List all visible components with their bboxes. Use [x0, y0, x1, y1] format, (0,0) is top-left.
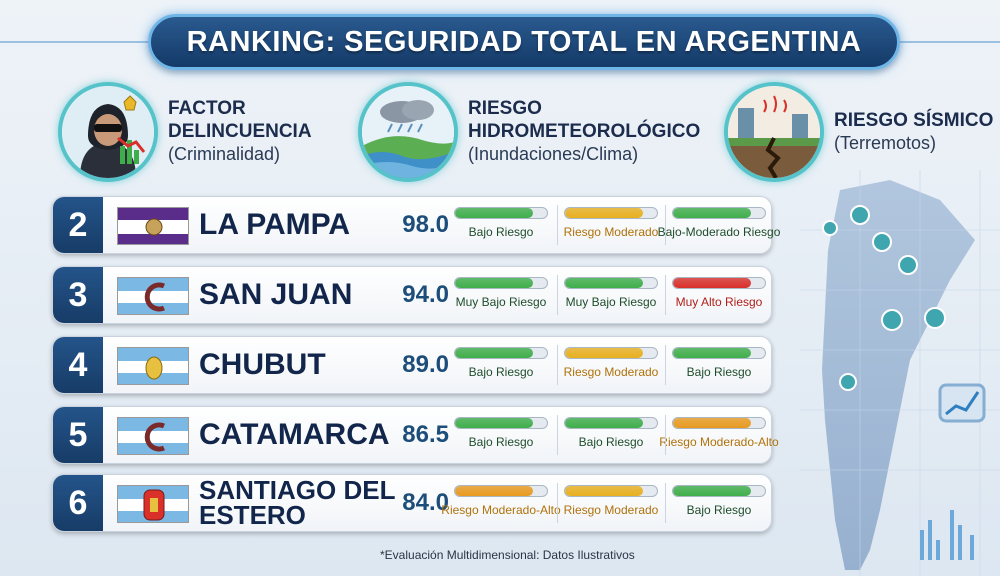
- title-line-right: [900, 41, 1000, 43]
- column-divider: [665, 415, 666, 455]
- risk-bar: [564, 485, 658, 497]
- risk-label: Riesgo Moderado: [563, 365, 659, 379]
- risk-bar: [454, 485, 548, 497]
- risk-seismic: Riesgo Moderado-Alto: [659, 413, 779, 459]
- province-name: LA PAMPA: [199, 207, 351, 241]
- rank-number: 3: [53, 267, 103, 323]
- column-divider: [665, 275, 666, 315]
- risk-seismic: Bajo-Moderado Riesgo: [658, 203, 780, 249]
- risk-label: Bajo Riesgo: [468, 365, 534, 379]
- title-line-left: [0, 41, 148, 43]
- risk-label: Muy Bajo Riesgo: [455, 295, 547, 309]
- total-score: 84.0: [402, 489, 449, 516]
- risk-bar: [672, 277, 766, 289]
- risk-label: Riesgo Moderado: [563, 503, 659, 517]
- criminal-icon: [58, 82, 158, 182]
- risk-bar: [564, 277, 658, 289]
- risk-bar: [672, 485, 766, 497]
- ranking-row: 4 CHUBUT 89.0 Bajo Riesgo Riesgo Moderado Baj…: [52, 336, 772, 394]
- risk-label: Bajo Riesgo: [468, 225, 534, 239]
- total-score: 86.5: [402, 421, 449, 448]
- risk-label: Bajo Riesgo: [686, 365, 752, 379]
- category-crime: FACTOR DELINCUENCIA (Criminalidad): [58, 82, 328, 182]
- risk-label: Riesgo Moderado-Alto: [441, 503, 561, 517]
- risk-hydro: Riesgo Moderado: [561, 481, 661, 527]
- ranking-row: 5 CATAMARCA 86.5 Bajo Riesgo Bajo Riesgo Ries…: [52, 406, 779, 464]
- risk-crime: Bajo Riesgo: [451, 343, 551, 389]
- column-divider: [557, 483, 558, 523]
- risk-bar: [672, 417, 766, 429]
- rank-number: 4: [53, 337, 103, 393]
- province-flag-icon: [117, 417, 189, 455]
- flood-icon: [358, 82, 458, 182]
- argentina-map-icon: [800, 170, 1000, 576]
- risk-bar: [564, 417, 658, 429]
- risk-label: Bajo-Moderado Riesgo: [657, 225, 781, 239]
- risk-bar: [564, 347, 658, 359]
- risk-bar: [454, 277, 548, 289]
- risk-seismic: Bajo Riesgo: [669, 343, 769, 389]
- province-flag-icon: [117, 347, 189, 385]
- column-divider: [557, 275, 558, 315]
- province-name: SAN JUAN: [199, 277, 353, 311]
- risk-bar: [672, 207, 766, 219]
- column-divider: [665, 345, 666, 385]
- title-banner: RANKING: SEGURIDAD TOTAL EN ARGENTINA: [148, 14, 900, 70]
- risk-label: Bajo Riesgo: [578, 435, 644, 449]
- risk-label: Muy Bajo Riesgo: [565, 295, 657, 309]
- risk-hydro: Riesgo Moderado: [561, 343, 661, 389]
- province-flag-icon: [117, 207, 189, 245]
- category-title: RIESGO HIDROMETEOROLÓGICO: [468, 98, 701, 143]
- province-flag-icon: [117, 485, 189, 523]
- ranking-row: 6 SANTIAGO DEL ESTERO 84.0 Riesgo Moderado-…: [52, 474, 772, 532]
- category-subtitle: (Terremotos): [834, 132, 937, 153]
- risk-crime: Riesgo Moderado-Alto: [441, 481, 561, 527]
- province-name: CHUBUT: [199, 347, 326, 381]
- column-divider: [665, 483, 666, 523]
- province-name: SANTIAGO DEL ESTERO: [199, 475, 395, 530]
- risk-label: Muy Alto Riesgo: [675, 295, 763, 309]
- risk-label: Bajo Riesgo: [686, 503, 752, 517]
- total-score: 98.0: [402, 211, 449, 238]
- risk-bar: [454, 347, 548, 359]
- page-title: RANKING: SEGURIDAD TOTAL EN ARGENTINA: [186, 25, 862, 58]
- risk-label: Riesgo Moderado-Alto: [659, 435, 779, 449]
- category-subtitle: (Inundaciones/Clima): [468, 144, 639, 164]
- total-score: 89.0: [402, 351, 449, 378]
- province-name: CATAMARCA: [199, 417, 390, 451]
- risk-crime: Bajo Riesgo: [451, 203, 551, 249]
- column-divider: [557, 345, 558, 385]
- footnote: *Evaluación Multidimensional: Datos Ilus…: [380, 548, 635, 562]
- ranking-row: 2 LA PAMPA 98.0 Bajo Riesgo Riesgo Moderado B…: [52, 196, 780, 254]
- rank-number: 6: [53, 475, 103, 531]
- column-divider: [557, 415, 558, 455]
- category-hydro: RIESGO HIDROMETEOROLÓGICO (Inundaciones/…: [358, 82, 708, 182]
- risk-crime: Muy Bajo Riesgo: [451, 273, 551, 319]
- column-divider: [557, 205, 558, 245]
- risk-hydro: Bajo Riesgo: [561, 413, 661, 459]
- ranking-row: 3 SAN JUAN 94.0 Muy Bajo Riesgo Muy Bajo Rie…: [52, 266, 772, 324]
- risk-bar: [672, 347, 766, 359]
- risk-label: Bajo Riesgo: [468, 435, 534, 449]
- rank-number: 2: [53, 197, 103, 253]
- risk-bar: [454, 207, 548, 219]
- risk-hydro: Riesgo Moderado: [561, 203, 661, 249]
- category-seismic: RIESGO SÍSMICO (Terremotos): [724, 82, 994, 182]
- risk-label: Riesgo Moderado: [563, 225, 659, 239]
- risk-seismic: Bajo Riesgo: [669, 481, 769, 527]
- category-title: FACTOR DELINCUENCIA: [168, 98, 312, 143]
- category-title: RIESGO SÍSMICO: [834, 109, 994, 131]
- risk-bar: [564, 207, 658, 219]
- risk-seismic: Muy Alto Riesgo: [669, 273, 769, 319]
- column-divider: [665, 205, 666, 245]
- risk-hydro: Muy Bajo Riesgo: [561, 273, 661, 319]
- total-score: 94.0: [402, 281, 449, 308]
- risk-bar: [454, 417, 548, 429]
- risk-crime: Bajo Riesgo: [451, 413, 551, 459]
- earthquake-icon: [724, 82, 824, 182]
- category-subtitle: (Criminalidad): [168, 144, 281, 164]
- rank-number: 5: [53, 407, 103, 463]
- province-flag-icon: [117, 277, 189, 315]
